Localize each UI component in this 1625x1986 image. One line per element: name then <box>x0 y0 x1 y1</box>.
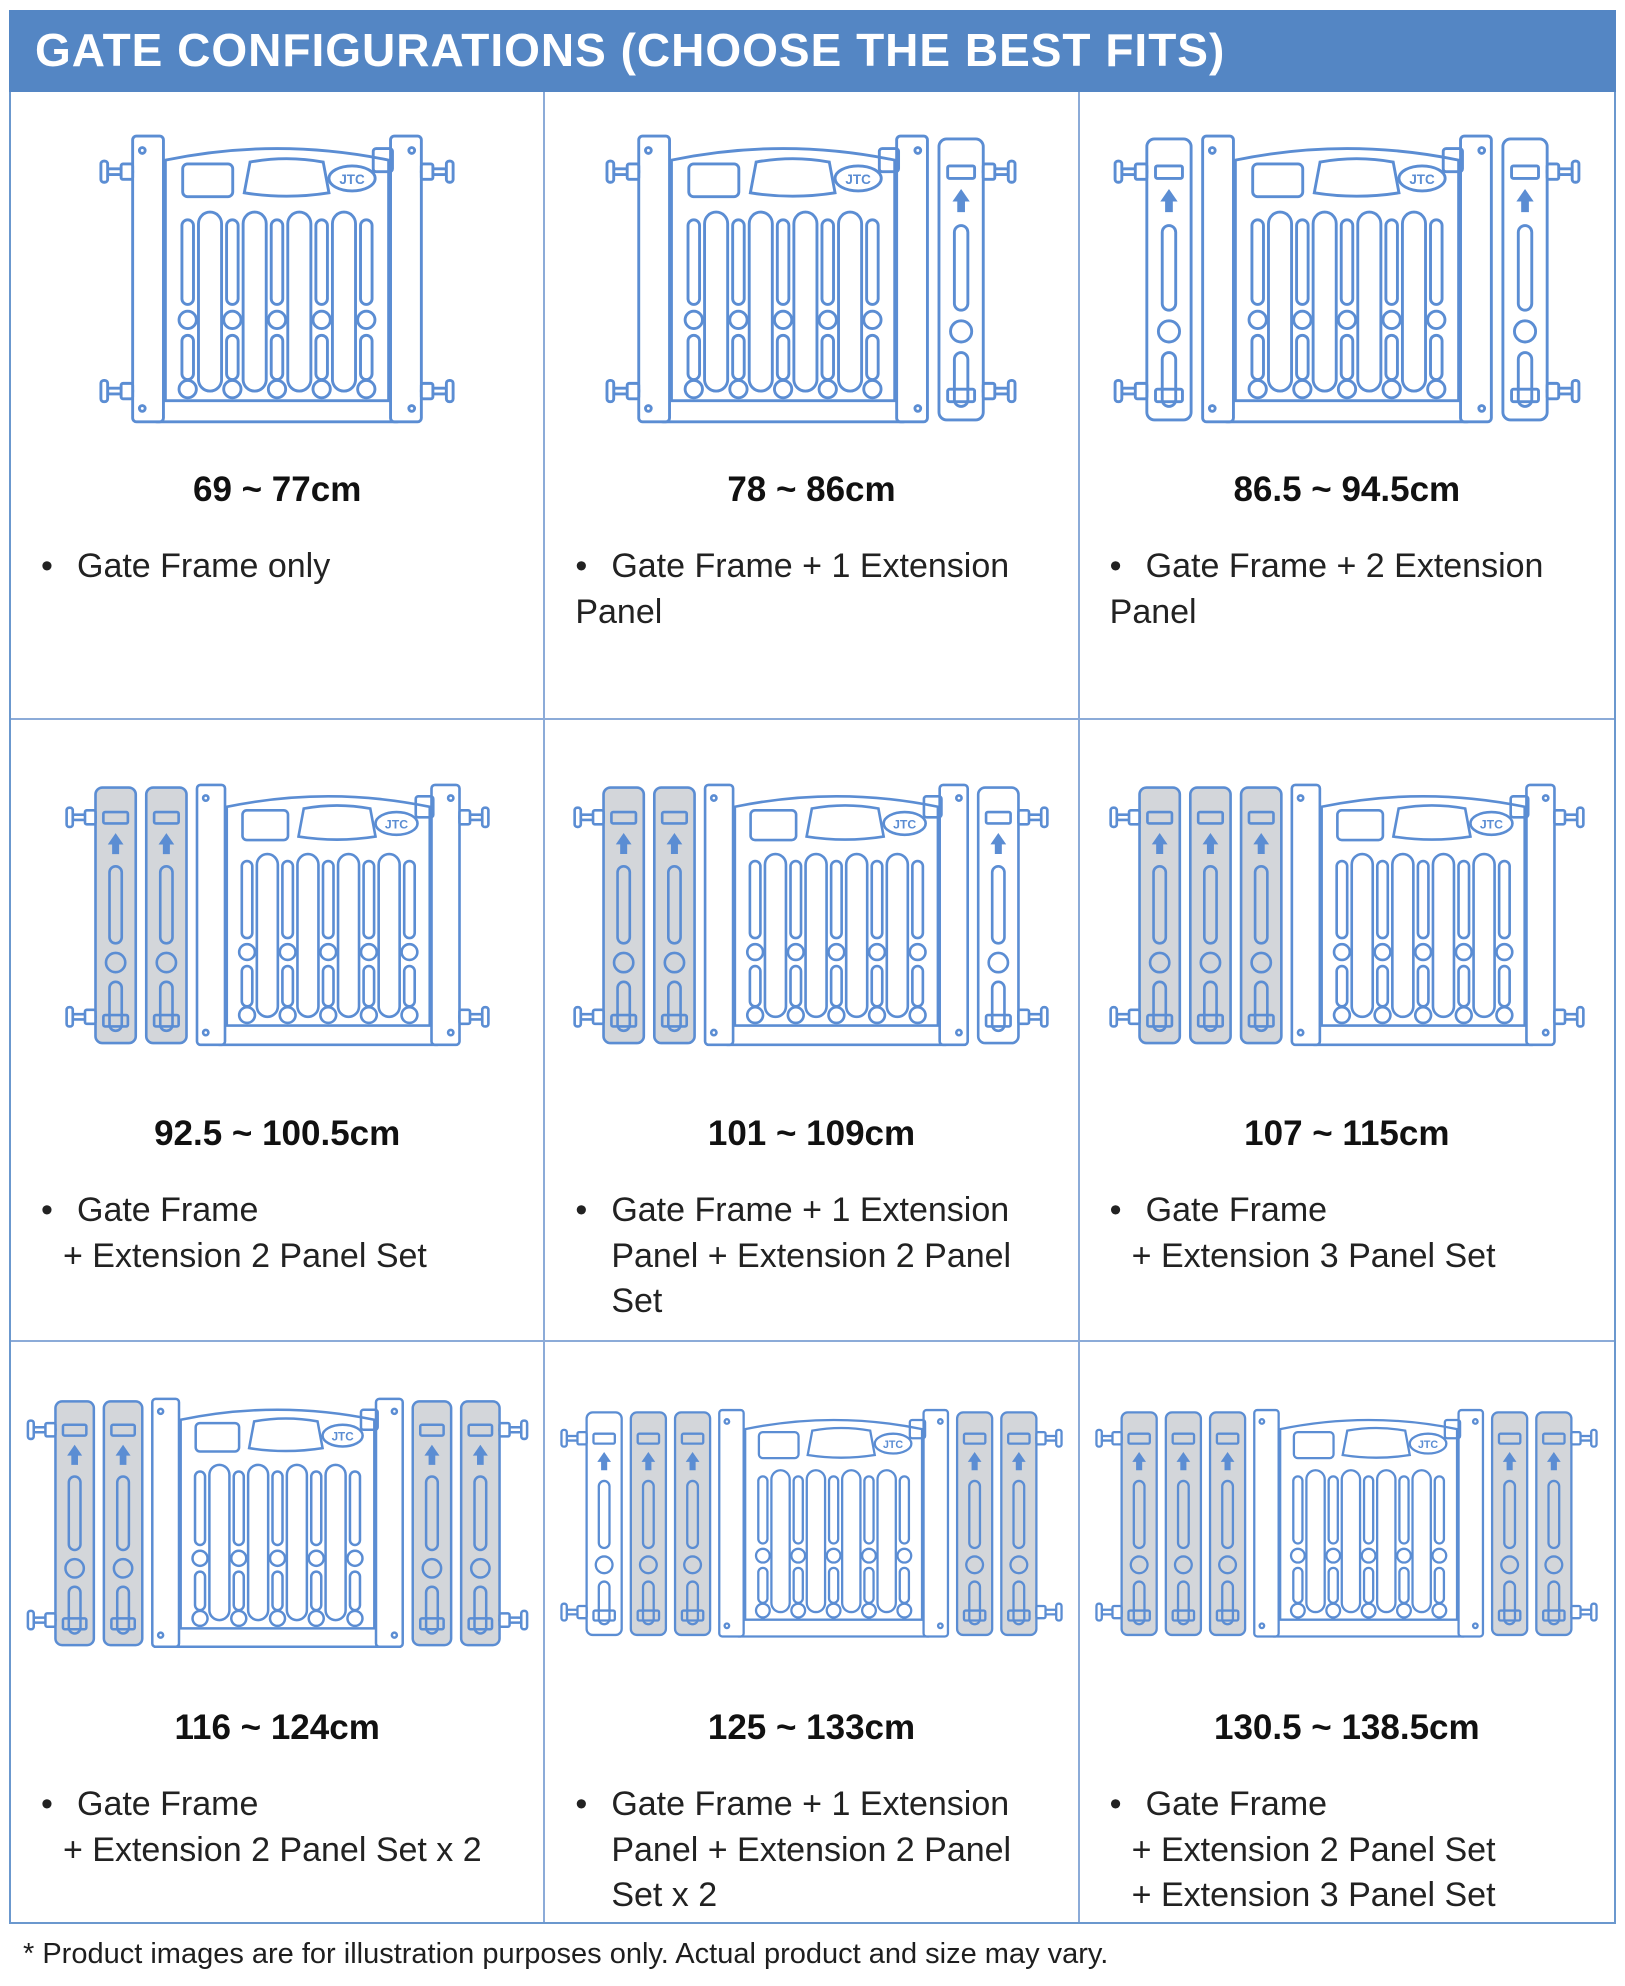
config-description-line: + Extension 2 Panel Set x 2 <box>63 1830 482 1869</box>
bullet-dot: • <box>575 1191 588 1229</box>
size-range-label: 101 ~ 109cm <box>707 1114 916 1153</box>
bullet-dot: • <box>1109 547 1122 585</box>
config-description-line: + Extension 3 Panel Set <box>1131 1236 1496 1275</box>
gate-drawing: JTC <box>99 134 455 424</box>
brand-logo-jtc: JTC <box>1480 818 1503 832</box>
size-range-label: 92.5 ~ 100.5cm <box>154 1114 401 1153</box>
config-cell-8: JTC 125 ~ 133cm • Gate Frame + 1 Extensio… <box>545 1342 1080 1922</box>
size-range-label: 125 ~ 133cm <box>707 1708 916 1747</box>
config-description-line: Panel <box>1109 592 1197 631</box>
gate-illustration: JTC <box>11 92 543 464</box>
gate-drawing: JTC <box>26 1397 529 1649</box>
config-description: • Gate Frame + 2 Extension Panel <box>1080 544 1614 635</box>
brand-logo-jtc: JTC <box>846 172 872 187</box>
brand-logo-jtc: JTC <box>1409 172 1435 187</box>
size-range-label: 107 ~ 115cm <box>1244 1114 1450 1153</box>
gate-illustration: JTC <box>545 92 1077 464</box>
bullet-dot: • <box>41 1785 53 1823</box>
config-description: • Gate Frame only <box>11 544 543 590</box>
page-title: GATE CONFIGURATIONS (CHOOSE THE BEST FIT… <box>35 24 1226 76</box>
gate-drawing: JTC <box>1109 783 1585 1047</box>
config-description-line: • Gate Frame <box>1110 1782 1590 1828</box>
size-range-label: 116 ~ 124cm <box>174 1708 380 1747</box>
config-cell-1: JTC 69 ~ 77cm • Gate Frame only <box>11 92 546 720</box>
config-description: • Gate Frame + 1 Extension Panel <box>545 544 1077 635</box>
config-description: • Gate Frame + 1 Extension Panel + Extensi… <box>545 1782 1077 1919</box>
config-description-line: Panel + Extension 2 Panel <box>611 1830 1012 1869</box>
brand-logo-jtc: JTC <box>883 1439 903 1451</box>
config-description-line: • Gate Frame only <box>41 544 519 590</box>
brand-logo-jtc: JTC <box>339 172 365 187</box>
config-description-line: • Gate Frame + 1 Extension <box>575 544 1053 590</box>
config-description-line: Set <box>611 1282 663 1321</box>
config-description: • Gate Frame + Extension 3 Panel Set <box>1080 1188 1614 1279</box>
gate-drawing: JTC <box>560 1408 1063 1638</box>
gate-drawing: JTC <box>1113 134 1581 424</box>
config-description: • Gate Frame + 1 Extension Panel + Extensi… <box>545 1188 1077 1325</box>
size-range-label: 69 ~ 77cm <box>192 470 362 509</box>
size-range-label: 130.5 ~ 138.5cm <box>1213 1708 1480 1747</box>
brand-logo-jtc: JTC <box>385 818 408 832</box>
config-cell-5: JTC 101 ~ 109cm • Gate Frame + 1 Extensio… <box>545 720 1080 1342</box>
config-description-line: • Gate Frame + 2 Extension <box>1110 544 1590 590</box>
config-description-line: Panel + Extension 2 Panel <box>611 1236 1012 1275</box>
gate-illustration: JTC <box>545 720 1077 1108</box>
size-range-label: 86.5 ~ 94.5cm <box>1233 470 1461 509</box>
brand-logo-jtc: JTC <box>331 1431 354 1444</box>
config-description: • Gate Frame + Extension 2 Panel Set x 2 <box>11 1782 543 1873</box>
brand-logo-jtc: JTC <box>1418 1439 1438 1451</box>
config-description-line: • Gate Frame + 1 Extension <box>575 1188 1053 1234</box>
bullet-dot: • <box>1109 1785 1122 1823</box>
config-description: • Gate Frame + Extension 2 Panel Set <box>11 1188 543 1279</box>
config-description-line: • Gate Frame <box>41 1188 519 1234</box>
config-description: • Gate Frame + Extension 2 Panel Set + Exte… <box>1080 1782 1614 1919</box>
section-header: GATE CONFIGURATIONS (CHOOSE THE BEST FIT… <box>9 10 1616 92</box>
gate-drawing: JTC <box>606 134 1017 424</box>
bullet-dot: • <box>41 1191 53 1229</box>
config-description-line: + Extension 3 Panel Set <box>1131 1876 1496 1915</box>
gate-illustration: JTC <box>1080 92 1614 464</box>
gate-drawing: JTC <box>1095 1408 1598 1638</box>
config-cell-3: JTC 86.5 ~ 94.5cm • Gate Frame + 2 Extens… <box>1079 92 1614 720</box>
config-description-line: • Gate Frame <box>41 1782 519 1828</box>
bullet-dot: • <box>41 547 53 585</box>
config-cell-4: JTC 92.5 ~ 100.5cm • Gate Frame + Extensio… <box>11 720 546 1342</box>
config-description-line: Set x 2 <box>611 1876 718 1915</box>
bullet-dot: • <box>575 547 588 585</box>
config-cell-7: JTC 116 ~ 124cm • Gate Frame + Extension 2… <box>11 1342 546 1922</box>
brand-logo-jtc: JTC <box>894 818 917 832</box>
bullet-dot: • <box>1109 1191 1122 1229</box>
config-description-line: + Extension 2 Panel Set <box>1131 1830 1496 1869</box>
config-description-line: Panel <box>575 592 663 631</box>
configuration-grid: JTC 69 ~ 77cm • Gate Frame only JTC 78 ~ … <box>9 92 1616 1924</box>
config-cell-2: JTC 78 ~ 86cm • Gate Frame + 1 Extension P… <box>545 92 1080 720</box>
size-range-label: 78 ~ 86cm <box>727 470 896 509</box>
config-cell-6: JTC 107 ~ 115cm • Gate Frame + Extension 3… <box>1079 720 1614 1342</box>
config-cell-9: JTC 130.5 ~ 138.5cm • Gate Frame + Extensi… <box>1080 1342 1614 1922</box>
gate-illustration: JTC <box>11 720 543 1108</box>
gate-drawing: JTC <box>64 783 490 1047</box>
gate-illustration: JTC <box>1080 720 1614 1108</box>
disclaimer-note: * Product images are for illustration pu… <box>23 1938 1109 1970</box>
config-description-line: • Gate Frame + 1 Extension <box>575 1782 1053 1828</box>
config-description-line: + Extension 2 Panel Set <box>63 1236 427 1275</box>
gate-illustration: JTC <box>1080 1342 1614 1702</box>
config-description-line: • Gate Frame <box>1110 1188 1590 1234</box>
bullet-dot: • <box>575 1785 588 1823</box>
gate-illustration: JTC <box>11 1342 543 1702</box>
gate-drawing: JTC <box>573 783 1050 1047</box>
gate-illustration: JTC <box>545 1342 1077 1702</box>
